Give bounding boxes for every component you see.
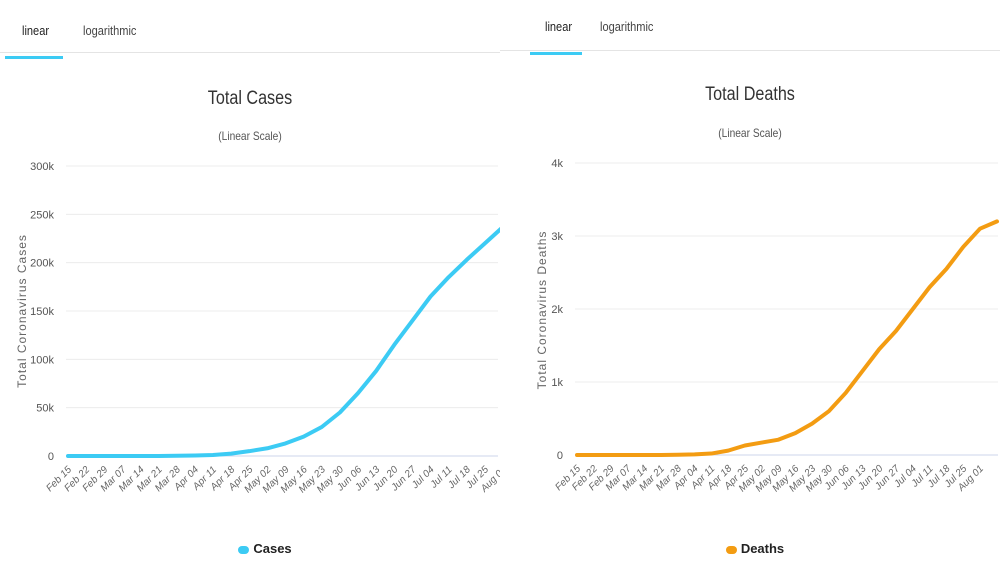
scale-tabs: linear logarithmic — [500, 0, 1000, 55]
legend-marker-icon — [725, 545, 737, 554]
series-line-deaths — [575, 219, 999, 457]
active-tab-underline — [5, 56, 63, 59]
y-tick-label: 3k — [551, 231, 563, 243]
tab-linear[interactable]: linear — [545, 19, 573, 34]
legend-marker-icon — [238, 545, 250, 554]
y-tick-label: 300k — [30, 161, 54, 173]
y-axis-title: Total Coronavirus Cases — [15, 234, 29, 388]
active-tab-underline — [530, 52, 582, 55]
y-tick-label: 250k — [30, 209, 54, 221]
legend-label: Deaths — [740, 541, 785, 556]
tab-linear[interactable]: linear — [22, 23, 50, 38]
chart-title: Total Cases — [207, 88, 293, 109]
y-axis-title: Total Coronavirus Deaths — [535, 231, 549, 390]
chart-subtitle: (Linear Scale) — [718, 126, 782, 140]
y-tick-label: 4k — [551, 158, 563, 170]
tab-logarithmic[interactable]: logarithmic — [600, 19, 654, 34]
legend-label: Cases — [253, 541, 292, 556]
legend-item-deaths[interactable]: Deaths — [505, 541, 1000, 556]
chart-title: Total Deaths — [705, 84, 795, 105]
y-tick-label: 1k — [551, 377, 563, 389]
chart-subtitle: (Linear Scale) — [218, 129, 282, 143]
deaths-panel: linear logarithmic Total Deaths (Linear … — [500, 0, 1000, 562]
series-line-cases — [66, 226, 500, 458]
y-tick-label: 200k — [30, 258, 54, 270]
y-tick-label: 100k — [30, 354, 54, 366]
tab-logarithmic[interactable]: logarithmic — [83, 23, 137, 38]
y-tick-label: 50k — [36, 403, 54, 415]
cases-panel: linear logarithmic Total Cases (Linear S… — [0, 0, 500, 556]
y-tick-label: 2k — [551, 304, 563, 316]
y-tick-label: 0 — [48, 451, 54, 463]
legend-item-cases[interactable]: Cases — [15, 541, 515, 556]
scale-tabs: linear logarithmic — [0, 0, 500, 59]
y-tick-label: 150k — [30, 306, 54, 318]
y-tick-label: 0 — [557, 450, 563, 462]
